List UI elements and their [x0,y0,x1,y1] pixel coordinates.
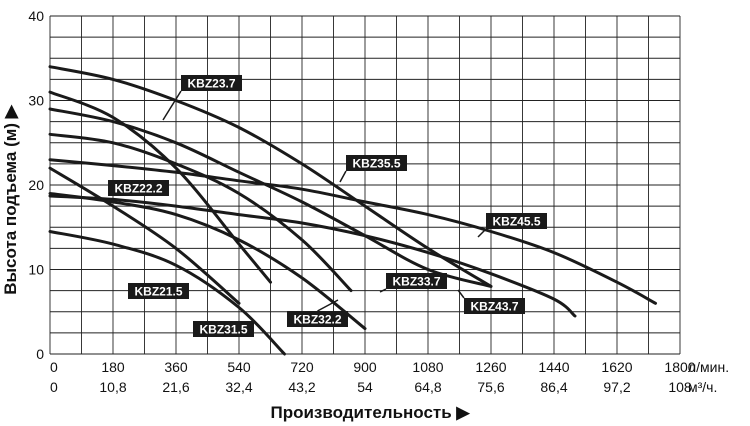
curve-label: KBZ45.5 [492,215,540,229]
x-tick-label-m3h: 21,6 [162,379,189,395]
x-tick-label-m3h: 97,2 [603,379,630,395]
curve-label-box [108,180,169,196]
curve-kbz45-5 [48,158,657,305]
curve-label: KBZ23.7 [187,77,235,91]
x-tick-label-lmin: 1080 [412,359,443,375]
x-tick-label-lmin: 1800 [664,359,695,375]
curve-label-box [486,213,547,229]
x-unit-lmin: л/мин. [688,359,729,375]
curve-label-box [128,283,189,299]
y-tick-label: 40 [28,8,44,24]
y-tick-label: 10 [28,262,44,278]
label-leader-line [162,90,182,121]
curve-kbz23-7 [48,65,493,288]
curve-label-box [386,273,447,289]
curve-kbz33-7 [48,132,353,293]
x-tick-label-lmin: 1620 [601,359,632,375]
y-axis-ticks: 0 10 20 30 40 [28,8,44,362]
label-leader-line [379,288,387,293]
x-tick-label-m3h: 75,6 [477,379,504,395]
curve-label: KBZ22.2 [114,182,162,196]
curve-kbz32-2 [48,192,367,331]
x-tick-label-lmin: 900 [353,359,377,375]
x-axis-title: Производительность ▶ [270,403,470,422]
curve-kbz35-5 [48,107,493,288]
y-axis-title: Высота подъема (м) ▶ [1,104,20,294]
curve-label-box [193,321,254,337]
label-leader-line [317,299,339,312]
x-tick-label-m3h: 32,4 [225,379,252,395]
curve-kbz43-7 [48,194,577,318]
curve-label: KBZ35.5 [352,157,400,171]
x-tick-label-m3h: 86,4 [540,379,567,395]
y-tick-label: 20 [28,177,44,193]
curve-label: KBZ31.5 [199,323,247,337]
label-leader-line [339,170,347,183]
label-leader-line [457,289,465,299]
x-tick-label-m3h: 0 [50,379,58,395]
curve-label: KBZ21.5 [134,285,182,299]
curve-label: KBZ33.7 [392,275,440,289]
x-tick-label-lmin: 1260 [475,359,506,375]
y-tick-label: 0 [36,346,44,362]
x-tick-label-lmin: 1440 [538,359,569,375]
x-tick-label-lmin: 180 [101,359,125,375]
x-tick-label-m3h: 54 [357,379,373,395]
x-tick-label-m3h: 108 [668,379,692,395]
label-leader-line [477,228,487,238]
curve-label-box [464,298,525,314]
curve-kbz31-5 [48,230,286,356]
curve-label-box [287,311,348,327]
y-tick-label: 30 [28,93,44,109]
curve-label-box [346,155,407,171]
x-axis-ticks-m3h: 0 10,8 21,6 32,4 43,2 54 64,8 75,6 86,4 97,2 108 [50,379,692,395]
x-tick-label-lmin: 360 [164,359,188,375]
x-unit-m3h: м³/ч. [688,379,717,395]
curve-kbz21-5 [48,166,241,305]
curve-label: KBZ43.7 [470,300,518,314]
x-tick-label-lmin: 720 [290,359,314,375]
performance-curves [48,65,657,356]
curve-label: KBZ32.2 [293,313,341,327]
curve-kbz22-2 [48,90,272,284]
x-tick-label-lmin: 540 [227,359,251,375]
x-tick-label-m3h: 64,8 [414,379,441,395]
x-tick-label-m3h: 10,8 [99,379,126,395]
x-tick-label-m3h: 43,2 [288,379,315,395]
curve-labels: KBZ23.7 KBZ35.5 KBZ45.5 KBZ43.7 KBZ33.7 KBZ32… [108,75,547,337]
x-axis-ticks-lmin: 0 180 360 540 720 900 1080 1260 1440 1620 1800 [50,359,696,375]
curve-label-box [181,75,242,91]
x-tick-label-lmin: 0 [50,359,58,375]
